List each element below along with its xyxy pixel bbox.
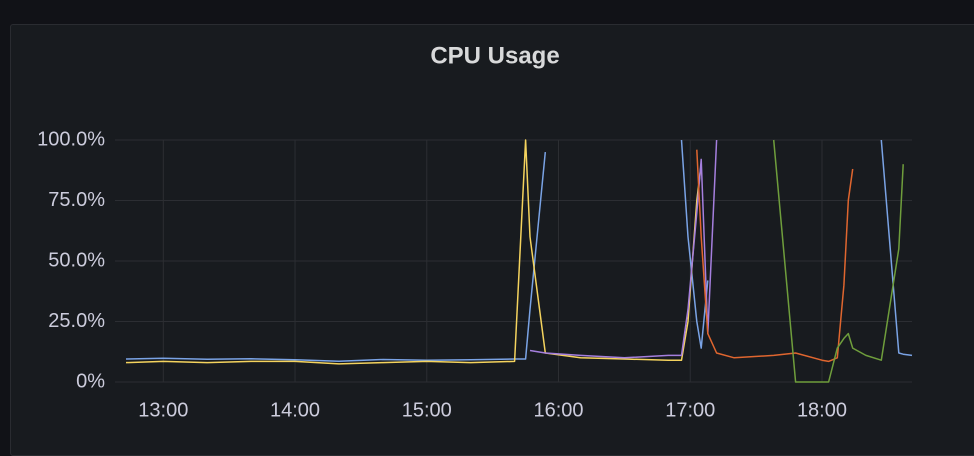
y-tick-label: 75.0% (48, 189, 105, 211)
series-line (772, 139, 904, 383)
x-tick-label: 18:00 (797, 399, 847, 421)
series-line (125, 139, 702, 365)
x-tick-label: 15:00 (402, 399, 452, 421)
series-line (696, 149, 854, 363)
y-tick-label: 50.0% (48, 249, 105, 271)
x-tick-label: 16:00 (533, 399, 583, 421)
series-line (125, 139, 913, 362)
y-tick-label: 0% (76, 370, 105, 392)
page: {"chart_data": {"type": "line", "title":… (10, 24, 974, 456)
chart: CPU Usage 0% 25.0% 50.0% 75.0% 100.0% 13:00 14… (37, 42, 913, 421)
panel (10, 24, 974, 456)
y-tick-label: 100.0% (37, 128, 105, 150)
chart-title: CPU Usage (430, 42, 559, 69)
x-tick-label: 13:00 (138, 399, 188, 421)
y-tick-label: 25.0% (48, 310, 105, 332)
series-line (529, 139, 718, 359)
x-tick-label: 14:00 (270, 399, 320, 421)
x-tick-label: 17:00 (665, 399, 715, 421)
